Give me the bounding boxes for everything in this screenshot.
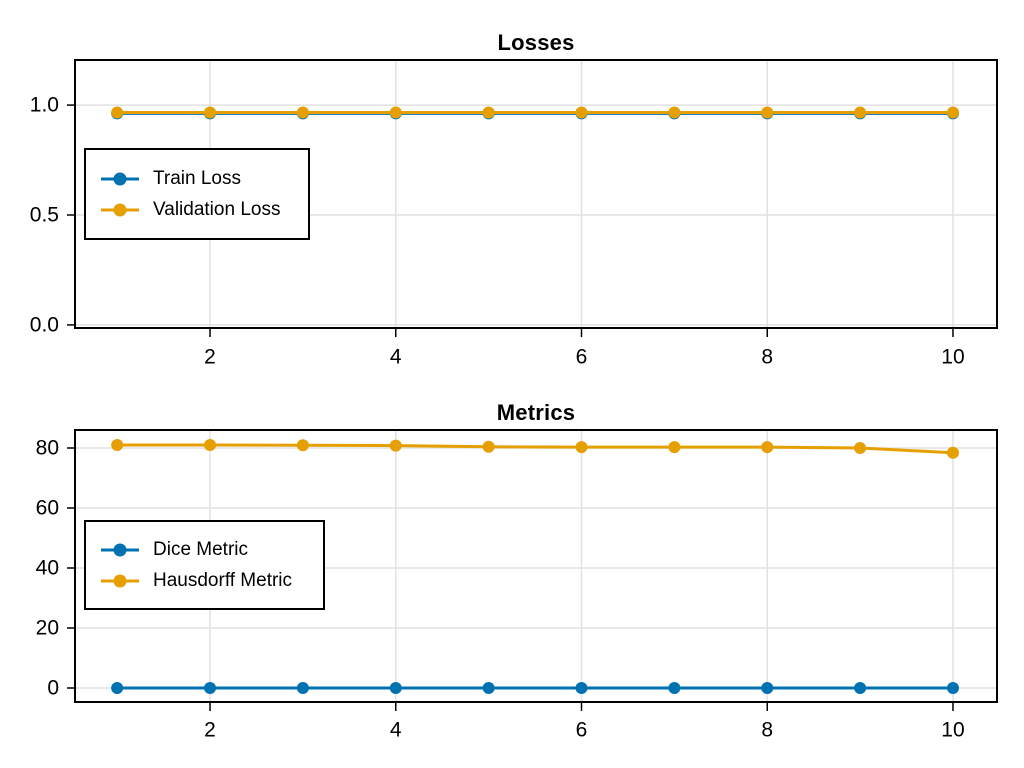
data-point-validation-loss [482,106,495,119]
data-point-dice-metric [204,681,217,694]
x-tick-label-losses: 8 [761,346,773,369]
data-point-dice-metric [761,681,774,694]
data-point-hausdorff-metric [204,438,217,451]
data-point-dice-metric [946,681,959,694]
data-point-validation-loss [204,106,217,119]
data-point-validation-loss [296,106,309,119]
data-point-hausdorff-metric [761,441,774,454]
legend-metrics: Dice Metric Hausdorff Metric [84,520,325,610]
y-tick-label-losses: 0.5 [30,203,59,226]
x-tick-label-metrics: 10 [941,719,964,742]
legend-item-validation-loss: Validation Loss [100,199,290,221]
data-point-dice-metric [854,681,867,694]
data-point-dice-metric [668,681,681,694]
y-tick-label-metrics: 20 [36,616,59,639]
legend-item-train-loss: Train Loss [100,168,290,190]
x-tick-label-losses: 6 [576,346,588,369]
x-tick-label-metrics: 4 [390,719,402,742]
legend-label-dice-metric: Dice Metric [153,538,249,560]
x-tick-label-metrics: 6 [576,719,588,742]
legend-marker-train-loss [101,172,139,185]
data-point-dice-metric [575,681,588,694]
axes-frame-metrics [74,429,998,703]
series-line-hausdorff-metric [115,443,955,455]
legend-marker-dice-metric [101,543,139,556]
data-point-hausdorff-metric [575,441,588,454]
x-tick-label-losses: 4 [390,346,402,369]
legend-label-hausdorff-metric: Hausdorff Metric [153,569,293,591]
data-point-hausdorff-metric [111,438,124,451]
data-point-hausdorff-metric [389,439,402,452]
data-point-validation-loss [575,106,588,119]
data-point-dice-metric [482,681,495,694]
y-tick-label-metrics: 0 [47,676,59,699]
chart-title-metrics: Metrics [496,400,576,425]
data-point-dice-metric [296,681,309,694]
data-point-validation-loss [111,106,124,119]
data-point-hausdorff-metric [854,441,867,454]
y-tick-label-losses: 0.0 [30,313,59,336]
x-tick-label-losses: 10 [941,346,964,369]
data-point-hausdorff-metric [482,440,495,453]
data-point-dice-metric [389,681,402,694]
legend-marker-hausdorff-metric [101,574,139,587]
x-tick-label-losses: 2 [204,346,216,369]
legend-label-validation-loss: Validation Loss [153,198,281,220]
y-tick-label-metrics: 40 [36,556,59,579]
data-point-hausdorff-metric [296,439,309,452]
data-point-validation-loss [854,106,867,119]
x-tick-label-metrics: 8 [761,719,773,742]
data-point-hausdorff-metric [946,446,959,459]
data-point-validation-loss [761,106,774,119]
legend-marker-validation-loss [101,203,139,216]
chart-title-losses: Losses [497,30,575,55]
legend-label-train-loss: Train Loss [153,167,241,189]
data-point-validation-loss [946,106,959,119]
data-point-dice-metric [111,681,124,694]
y-tick-label-metrics: 80 [36,436,59,459]
data-point-validation-loss [389,106,402,119]
y-tick-label-metrics: 60 [36,496,59,519]
legend-item-dice-metric: Dice Metric [100,539,305,561]
y-tick-label-losses: 1.0 [30,94,59,117]
data-point-hausdorff-metric [668,441,681,454]
legend-item-hausdorff-metric: Hausdorff Metric [100,570,305,592]
data-point-validation-loss [668,106,681,119]
axes-frame-losses [74,59,998,329]
x-tick-label-metrics: 2 [204,719,216,742]
legend-losses: Train Loss Validation Loss [84,148,310,240]
